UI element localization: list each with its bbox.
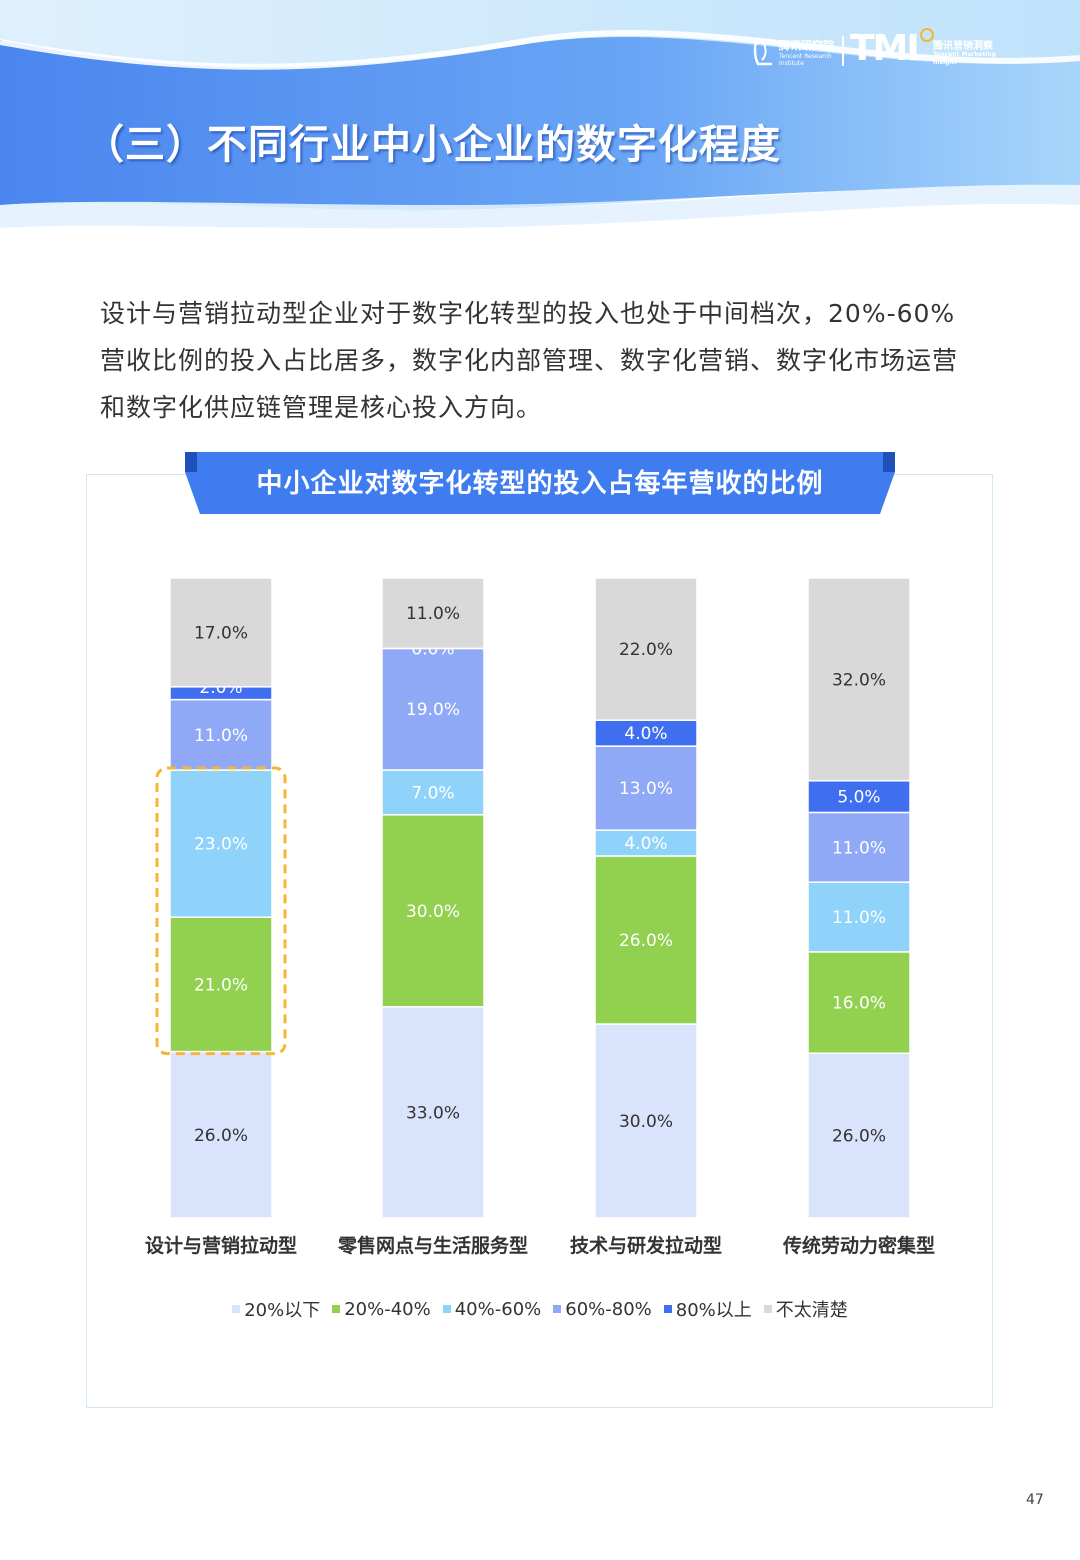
legend-swatch [663,1305,672,1313]
data-label-2-40pct-60pct: 7.0% [411,783,454,803]
legend-swatch [553,1305,562,1313]
data-label-1-不太清楚: 17.0% [194,623,248,643]
data-label-1-20pct以下: 26.0% [194,1126,248,1146]
bar-segment-4-20pct以下 [807,1052,911,1219]
chart-title: 中小企业对数字化转型的投入占每年营收的比例 [256,469,824,499]
legend-swatch [442,1305,451,1313]
bar-segment-4-40pct-60pct [807,881,911,953]
legend-item-20pct以下: 20%以下 [232,1296,320,1322]
legend-label: 20%-40% [344,1298,431,1320]
data-label-1-60pct-80pct: 11.0% [194,726,248,746]
bar-segment-2-不太清楚 [381,577,485,650]
data-label-2-20pct-40pct: 30.0% [406,902,460,922]
tmi-mark: TMI [850,28,920,69]
bar-segment-4-20pct-40pct [807,951,911,1054]
legend-label: 40%-60% [454,1298,542,1320]
data-label-4-不太清楚: 32.0% [832,670,886,690]
bar-segment-2-40pct-60pct [381,769,485,816]
tmi-logo: TMI 腾讯营销洞察 Tencent Marketing Insight [850,28,1000,70]
bar-segment-1-不太清楚 [169,577,273,688]
data-label-2-不太清楚: 11.0% [406,604,460,624]
bar-segment-1-20pct以下 [169,1050,273,1219]
stacked-bar-chart: 26.0%21.0%23.0%11.0%2.0%17.0%设计与营销拉动型33.… [145,577,935,1257]
bar-segment-1-40pct-60pct [169,769,273,918]
section-title: （三）不同行业中小企业的数字化程度 [84,122,781,168]
chart-legend: 20%以下 20%-40% 40%-60% 60%-80% 80%以上 不太清楚 [0,1296,1080,1322]
chart-title-banner [185,452,895,514]
category-label-2: 零售网点与生活服务型 [337,1234,528,1257]
data-label-3-80pct以上: 4.0% [624,724,667,744]
bar-segment-3-20pct以下 [594,1023,698,1219]
data-label-3-20pct-40pct: 26.0% [619,931,673,951]
category-label-3: 技术与研发拉动型 [570,1234,722,1257]
data-label-4-40pct-60pct: 11.0% [832,908,886,928]
legend-label: 20%以下 [244,1300,321,1321]
bar-segment-3-20pct-40pct [594,855,698,1025]
bar-segment-1-60pct-80pct [169,698,273,771]
bar-segment-2-20pct以下 [381,1006,485,1219]
data-label-3-40pct-60pct: 4.0% [624,834,667,854]
category-label-1: 设计与营销拉动型 [145,1234,297,1257]
bar-segment-4-不太清楚 [807,577,911,782]
legend-label: 80%以上 [675,1300,752,1321]
data-label-1-40pct-60pct: 23.0% [194,835,248,855]
data-label-4-60pct-80pct: 11.0% [832,838,886,858]
legend-item-不太清楚: 不太清楚 [763,1296,848,1322]
data-label-4-80pct以上: 5.0% [837,788,880,808]
legend-swatch [232,1305,241,1313]
body-paragraph: 设计与营销拉动型企业对于数字化转型的投入也处于中间档次，20%-60%营收比例的… [100,299,959,422]
data-label-4-20pct以下: 26.0% [832,1127,886,1147]
legend-item-60pct-80pct: 60%-80% [553,1296,652,1322]
legend-swatch [332,1305,341,1313]
data-label-3-20pct以下: 30.0% [619,1112,673,1132]
tencent-research-name-en: Tencent Research Institute [779,53,832,67]
tencent-research-name: 腾讯研究院 [779,39,834,52]
data-label-1-20pct-40pct: 21.0% [194,975,248,995]
legend-swatch [763,1305,772,1313]
data-label-3-不太清楚: 22.0% [619,640,673,660]
legend-item-40pct-60pct: 40%-60% [442,1296,542,1322]
bar-segment-4-80pct以上 [807,780,911,814]
data-label-2-60pct-80pct: 19.0% [406,700,460,720]
tencent-research-icon [753,37,772,66]
bar-segment-3-不太清楚 [594,577,698,721]
data-label-2-20pct以下: 33.0% [406,1103,460,1123]
data-label-4-20pct-40pct: 16.0% [832,994,886,1014]
legend-item-80pct以上: 80%以上 [663,1296,752,1322]
logo-divider [842,36,844,66]
bar-segment-2-20pct-40pct [381,814,485,1008]
bar-segment-1-20pct-40pct [169,916,273,1053]
tmi-name-en: Tencent Marketing Insight [933,51,996,66]
bar-segment-2-60pct-80pct [381,647,485,771]
category-label-4: 传统劳动力密集型 [782,1234,935,1257]
header-banner [0,0,1080,235]
legend-label: 不太清楚 [775,1300,848,1321]
tmi-dot-icon [920,28,934,42]
tencent-research-logo: 腾讯研究院 Tencent Research Institute [752,34,842,70]
legend-item-20pct-40pct: 20%-40% [332,1296,431,1322]
bar-segment-3-40pct-60pct [594,829,698,857]
highlight-box [155,766,287,1056]
page-number: 47 [1026,1492,1044,1508]
data-label-3-60pct-80pct: 13.0% [619,779,673,799]
legend-label: 60%-80% [565,1298,652,1320]
tmi-name: 腾讯营销洞察 [933,41,993,52]
bar-segment-4-60pct-80pct [807,811,911,883]
